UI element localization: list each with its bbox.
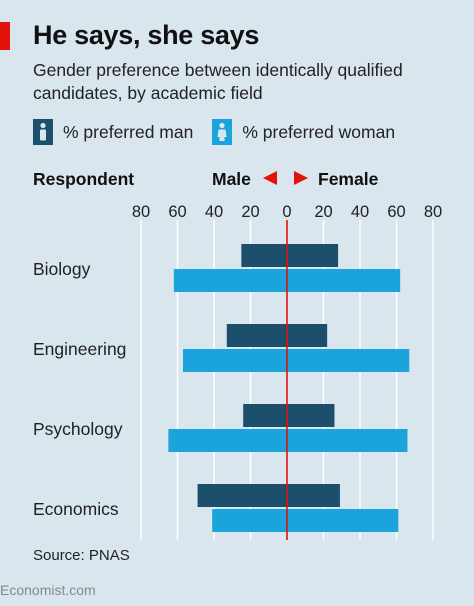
female-person-icon <box>212 119 233 145</box>
bar-preferred-man <box>243 404 335 427</box>
bar-preferred-woman <box>182 349 410 372</box>
x-tick-label: 60 <box>387 203 405 221</box>
male-header: Male <box>212 169 251 189</box>
category-label: Economics <box>33 499 119 519</box>
legend: % preferred man % preferred woman <box>33 117 414 147</box>
respondent-header: Respondent <box>33 169 135 189</box>
x-tick-label: 0 <box>282 203 291 221</box>
category-label: Biology <box>33 259 91 279</box>
x-tick-label: 20 <box>241 203 259 221</box>
x-tick-label: 80 <box>424 203 442 221</box>
arrow-left-icon <box>263 171 277 185</box>
legend-item-woman: % preferred woman <box>212 119 395 145</box>
source-note: Source: PNAS <box>33 547 130 564</box>
category-label: Psychology <box>33 419 123 439</box>
category-label: Engineering <box>33 339 126 359</box>
bar-preferred-man <box>241 244 339 267</box>
male-person-icon <box>33 119 53 145</box>
x-tick-label: 80 <box>132 203 150 221</box>
chart-title: He says, she says <box>33 20 260 50</box>
legend-label-man: % preferred man <box>63 121 194 142</box>
arrow-right-icon <box>294 171 308 185</box>
x-tick-label: 60 <box>168 203 186 221</box>
bar-preferred-man <box>197 484 340 507</box>
x-tick-label: 40 <box>351 203 369 221</box>
female-header: Female <box>318 169 379 189</box>
legend-label-woman: % preferred woman <box>242 121 396 142</box>
brand-red-tab <box>0 22 10 50</box>
footer-credit: Economist.com <box>0 582 96 598</box>
bar-preferred-woman <box>168 429 408 452</box>
x-tick-label: 20 <box>314 203 332 221</box>
bar-preferred-woman <box>212 509 399 532</box>
chart-subtitle: Gender preference between identically qu… <box>33 60 403 103</box>
x-tick-label: 40 <box>205 203 223 221</box>
legend-item-man: % preferred man <box>33 119 193 145</box>
bar-preferred-man <box>226 324 328 347</box>
